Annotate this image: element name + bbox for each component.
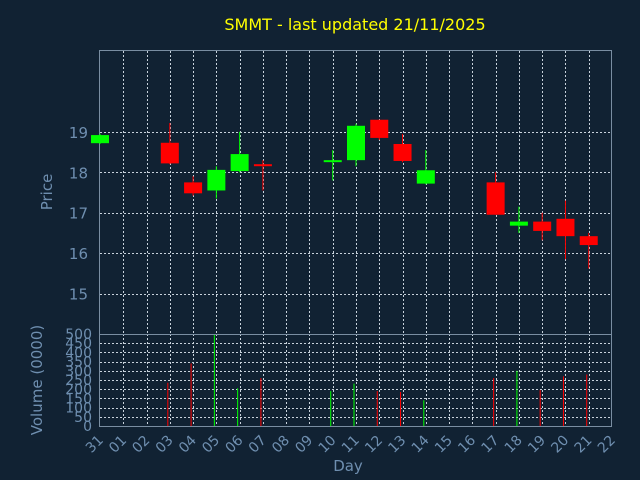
- volume-panel-frame: [99, 334, 612, 427]
- volume-y-tick-label: 0: [83, 419, 92, 435]
- candle-body: [533, 221, 552, 231]
- volume-y-tick-label: 100: [65, 401, 92, 417]
- candle-body: [230, 154, 249, 172]
- x-ticks: 31 01 02 03 04 05 06 07 08 09 10 11 12 13 14 15 16 17 18 19…: [83, 432, 619, 456]
- candle-body: [323, 160, 342, 163]
- candle-body: [253, 164, 272, 167]
- price-y-tick-label: 16: [69, 245, 88, 263]
- candle-body: [486, 182, 505, 215]
- candle-body: [509, 221, 528, 226]
- candle-body: [207, 169, 226, 191]
- volume-y-tick-label: 450: [65, 336, 92, 352]
- candle-body: [91, 135, 109, 144]
- candle-body: [184, 182, 203, 194]
- volume-y-tick-label: 50: [74, 410, 92, 426]
- volume-y-tick-label: 150: [65, 391, 92, 407]
- price-y-tick-label: 18: [69, 164, 88, 182]
- price-y-tick-label: 15: [69, 286, 88, 304]
- candle-body: [579, 236, 598, 246]
- candle-body: [393, 143, 412, 161]
- volume-bars: [167, 334, 588, 426]
- price-y-ticks: 15 16 17 18 19: [69, 124, 88, 304]
- volume-axis-label: Volume (0000): [28, 325, 46, 435]
- volume-y-tick-label: 400: [65, 345, 92, 361]
- chart-title: SMMT - last updated 21/11/2025: [224, 15, 485, 34]
- volume-y-tick-label: 500: [65, 327, 92, 343]
- volume-y-tick-label: 250: [65, 373, 92, 389]
- candle-body: [416, 170, 435, 184]
- price-y-tick-label: 17: [69, 205, 88, 223]
- x-axis-label: Day: [333, 457, 363, 475]
- candle-body: [370, 119, 389, 138]
- candle-body: [347, 125, 365, 161]
- price-axis-label: Price: [38, 174, 56, 211]
- volume-y-tick-label: 200: [65, 382, 92, 398]
- candle-body: [556, 218, 575, 237]
- candle-body: [160, 142, 179, 164]
- price-y-tick-label: 19: [69, 124, 88, 142]
- volume-y-tick-label: 350: [65, 355, 92, 371]
- volume-y-tick-label: 300: [65, 364, 92, 380]
- volume-grid: [100, 334, 612, 426]
- candlestick-series: [91, 119, 598, 269]
